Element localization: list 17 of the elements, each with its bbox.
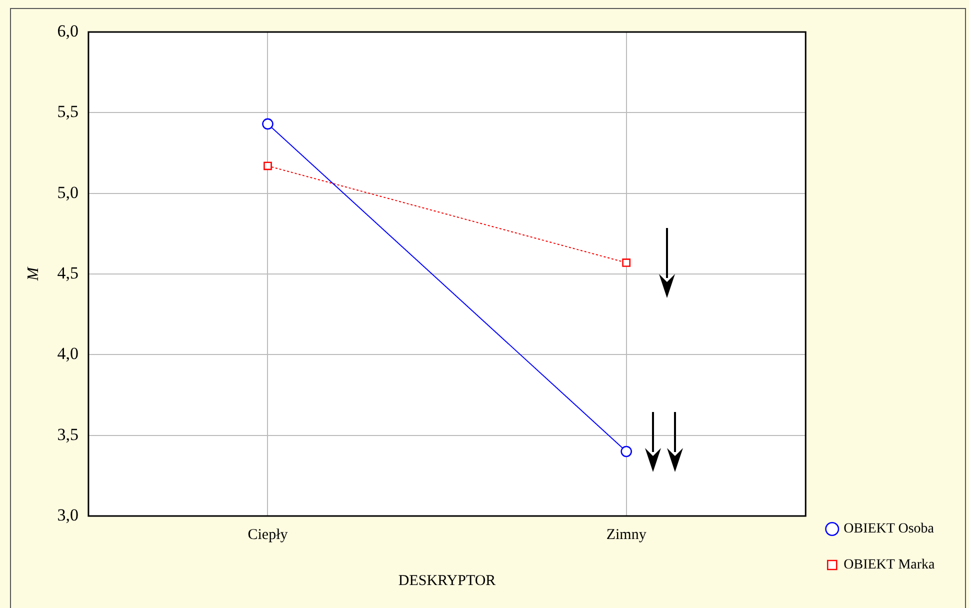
y-tick-label: 3,0 (57, 505, 78, 524)
y-tick-label: 3,5 (57, 424, 78, 444)
y-tick-label: 6,0 (57, 21, 78, 40)
point (620, 446, 632, 458)
legend-label: OBIEKT Osoba (844, 522, 935, 537)
y-tick-label: 4,0 (57, 344, 78, 364)
y-axis-title: M (24, 266, 42, 282)
point (622, 258, 631, 267)
point (262, 118, 274, 130)
y-tick-label: 5,5 (57, 102, 78, 122)
x-tick-label: Zimny (606, 526, 647, 543)
x-tick-label: Ciepły (248, 526, 288, 543)
x-axis-title: DESKRYPTOR (398, 572, 496, 589)
y-tick-label: 5,0 (57, 182, 78, 202)
legend-label: OBIEKT Marka (844, 558, 936, 573)
point (264, 162, 272, 170)
y-tick-label: 4,5 (57, 263, 78, 282)
